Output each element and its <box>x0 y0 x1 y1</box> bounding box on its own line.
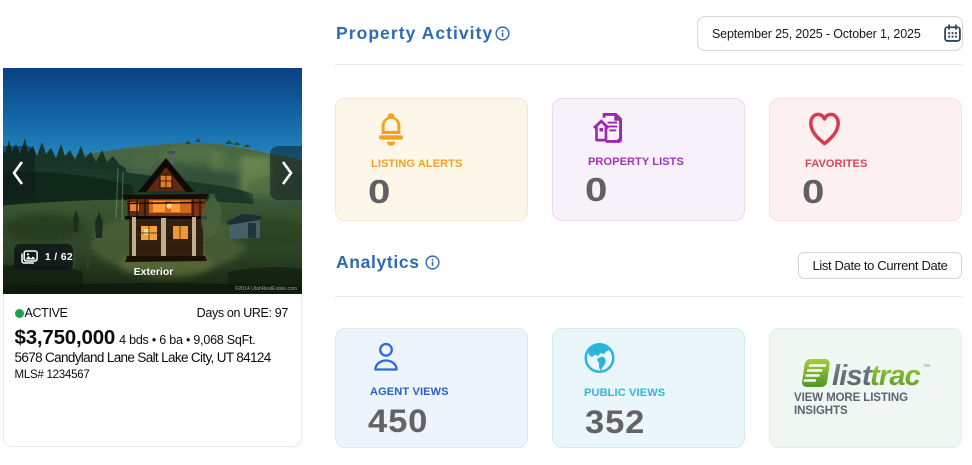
svg-text:list: list <box>832 360 873 389</box>
svg-text:trac: trac <box>870 360 921 389</box>
svg-text:™: ™ <box>923 364 930 371</box>
